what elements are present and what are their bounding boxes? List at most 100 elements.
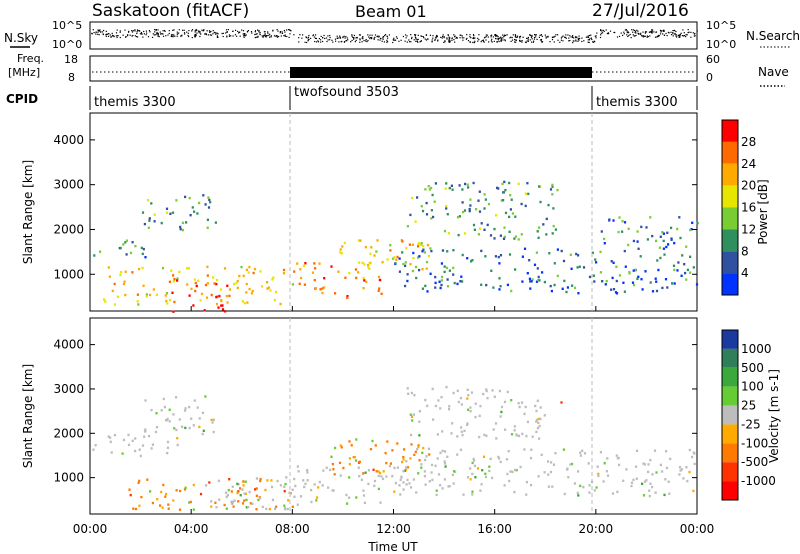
noise-point — [481, 40, 483, 42]
noise-point — [324, 37, 326, 40]
noise-point — [569, 35, 571, 37]
data-cell — [404, 284, 407, 288]
noise-point — [267, 31, 269, 33]
data-cell — [459, 396, 463, 400]
noise-point — [490, 35, 492, 37]
data-cell — [421, 451, 424, 454]
noise-point — [326, 40, 328, 43]
data-cell — [122, 243, 125, 246]
data-cell — [499, 285, 502, 288]
data-cell — [377, 487, 380, 491]
data-cell — [377, 474, 380, 478]
noise-point — [449, 41, 451, 43]
noise-point — [191, 29, 194, 31]
data-cell — [339, 248, 342, 251]
data-cell — [155, 412, 158, 415]
noise-point — [178, 32, 180, 34]
data-cell — [228, 294, 231, 298]
data-cell — [610, 288, 613, 291]
noise-point — [110, 36, 112, 38]
data-cell — [577, 292, 580, 295]
noise-point — [541, 41, 543, 43]
data-cell — [509, 208, 512, 211]
noise-point — [298, 41, 300, 43]
data-cell — [676, 227, 679, 231]
data-cell — [245, 282, 248, 286]
data-cell — [402, 470, 405, 473]
data-cell — [241, 502, 245, 505]
noise-point — [176, 35, 178, 37]
data-cell — [533, 263, 537, 266]
noise-point — [519, 40, 521, 42]
data-cell — [339, 474, 342, 477]
data-cell — [237, 500, 240, 503]
noise-point — [494, 34, 497, 36]
data-cell — [525, 434, 528, 438]
noise-point — [504, 40, 506, 42]
data-cell — [92, 448, 95, 451]
data-cell — [430, 471, 433, 474]
data-cell — [579, 451, 582, 454]
data-cell — [430, 463, 434, 467]
data-cell — [223, 310, 227, 313]
data-cell — [143, 222, 146, 226]
data-cell — [434, 404, 437, 408]
data-cell — [505, 458, 509, 461]
data-cell — [440, 262, 443, 265]
data-cell — [573, 286, 577, 290]
data-cell — [348, 457, 351, 460]
data-cell — [518, 405, 521, 409]
data-cell — [348, 476, 351, 479]
data-cell — [692, 266, 695, 269]
noise-point — [95, 31, 97, 33]
noise-point — [289, 33, 291, 35]
data-cell — [269, 289, 272, 292]
data-cell — [478, 227, 482, 230]
data-cell — [104, 300, 107, 303]
noise-point — [149, 31, 151, 33]
data-cell — [458, 184, 461, 187]
noise-point — [674, 32, 676, 35]
data-cell — [233, 282, 236, 286]
data-cell — [162, 483, 165, 487]
noise-point — [92, 29, 94, 31]
noise-point — [142, 36, 144, 38]
noise-point — [554, 35, 556, 37]
noise-point — [625, 29, 627, 31]
noise-right-tick-top: 10^5 — [706, 19, 736, 32]
noise-point — [132, 30, 134, 32]
data-cell — [380, 475, 383, 478]
data-cell — [240, 265, 243, 269]
data-cell — [562, 448, 565, 451]
noise-point — [210, 34, 213, 36]
data-cell — [225, 507, 228, 510]
data-cell — [399, 493, 402, 496]
data-cell — [461, 280, 464, 283]
data-cell — [145, 293, 148, 296]
noise-point — [258, 30, 260, 32]
data-cell — [464, 182, 467, 186]
noise-point — [420, 40, 422, 42]
data-cell — [418, 434, 421, 437]
noise-point — [254, 33, 256, 36]
date-title: 27/Jul/2016 — [592, 1, 689, 21]
noise-point — [236, 35, 238, 37]
data-cell — [662, 232, 665, 235]
x-tick-label: 04:00 — [174, 522, 209, 536]
noise-point — [261, 35, 263, 37]
data-cell — [686, 268, 689, 272]
data-cell — [109, 436, 112, 439]
data-cell — [673, 282, 676, 285]
data-cell — [271, 278, 274, 281]
data-cell — [362, 489, 365, 492]
data-cell — [254, 488, 257, 491]
noise-point — [174, 35, 176, 37]
noise-point — [679, 35, 681, 37]
data-cell — [296, 503, 299, 506]
noise-point — [102, 33, 104, 36]
data-cell — [415, 491, 418, 494]
noise-point — [206, 30, 208, 32]
data-cell — [570, 267, 573, 270]
colorbar-tick-label: 12 — [741, 222, 756, 236]
data-cell — [603, 462, 606, 465]
